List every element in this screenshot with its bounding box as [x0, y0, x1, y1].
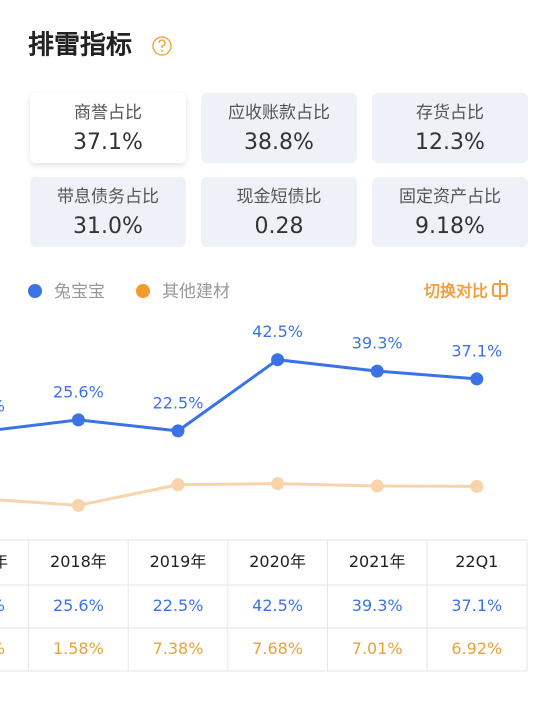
series-line — [0, 358, 477, 433]
metric-label: 商誉占比 — [74, 103, 142, 123]
compare-button[interactable]: 切换对比 — [424, 282, 488, 301]
data-point — [271, 477, 285, 491]
metric-card[interactable] — [30, 93, 186, 163]
table-frame — [0, 539, 528, 672]
help-circle — [152, 36, 172, 56]
table-cell: 1.58% — [53, 639, 104, 658]
data-point — [370, 364, 384, 378]
legend-dot — [136, 284, 150, 298]
metric-card[interactable] — [372, 177, 528, 247]
metric-label: 存货占比 — [416, 103, 484, 123]
help-dot — [161, 50, 163, 52]
legend-label: 兔宝宝 — [54, 282, 105, 302]
table-cell: 39.3% — [352, 596, 403, 615]
metric-label: 固定资产占比 — [399, 187, 501, 207]
metric-value: 31.0% — [73, 214, 143, 239]
table-cell: 6.92% — [451, 639, 502, 658]
table-cell: 7.01% — [352, 639, 403, 658]
metric-label: 应收账款占比 — [228, 103, 330, 123]
table-cell: 7.38% — [153, 639, 204, 658]
data-point — [370, 479, 384, 493]
series-line — [0, 482, 477, 507]
legend-label: 其他建材 — [162, 282, 230, 302]
metric-value: 9.18% — [415, 214, 485, 239]
table-cell: 42.5% — [252, 596, 303, 615]
metric-card[interactable] — [30, 177, 186, 247]
compare-icon[interactable] — [492, 280, 508, 300]
data-label: 22.5% — [153, 393, 204, 412]
help-icon[interactable] — [152, 36, 172, 56]
data-label: 42.5% — [252, 322, 303, 341]
help-mark — [158, 39, 166, 48]
table-header: 2019年 — [150, 552, 207, 571]
data-point — [470, 479, 484, 493]
table-header: 22Q1 — [455, 552, 498, 571]
data-label: 37.1% — [451, 341, 502, 360]
table-cell: 25.6% — [53, 596, 104, 615]
metric-value: 38.8% — [244, 130, 314, 155]
data-point — [171, 424, 185, 438]
table-header: 2018年 — [50, 552, 107, 571]
metric-card[interactable] — [201, 93, 357, 163]
legend-dot — [28, 284, 42, 298]
metric-card[interactable] — [372, 93, 528, 163]
table-header: 2021年 — [349, 552, 406, 571]
metric-label: 带息债务占比 — [57, 187, 159, 207]
data-point — [71, 413, 85, 427]
metric-value: 37.1% — [73, 130, 143, 155]
metric-value: 12.3% — [415, 130, 485, 155]
table-cell: 7.68% — [252, 639, 303, 658]
data-label: 39.3% — [352, 334, 403, 353]
table-cell: 22.5% — [153, 596, 204, 615]
table-cell: 37.1% — [451, 596, 502, 615]
data-point — [171, 478, 185, 492]
data-point — [470, 372, 484, 386]
clipped-label: % — [0, 396, 5, 415]
table-cell: % — [0, 596, 5, 615]
data-point — [71, 498, 85, 512]
table-cell: % — [0, 639, 5, 658]
table-header: 2020年 — [249, 552, 306, 571]
metric-card[interactable] — [201, 177, 357, 247]
table-header: 年 — [0, 552, 8, 571]
page-title: 排雷指标 — [28, 31, 132, 61]
data-label: 25.6% — [53, 382, 104, 401]
metric-label: 现金短债比 — [237, 187, 322, 207]
metric-value: 0.28 — [255, 214, 304, 239]
data-point — [271, 353, 285, 367]
